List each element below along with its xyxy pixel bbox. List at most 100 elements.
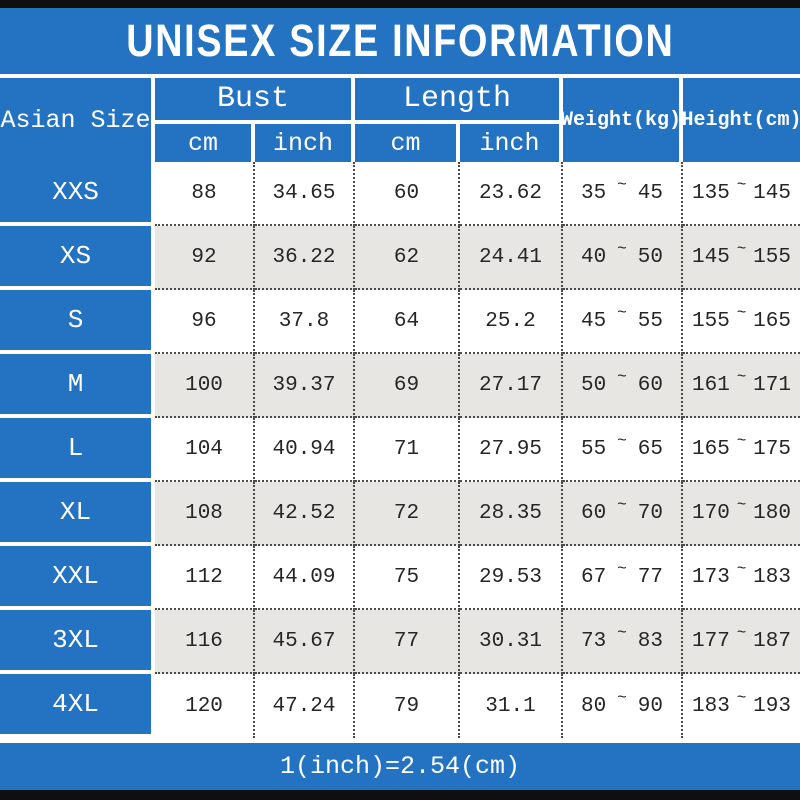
height-min: 183 — [692, 694, 730, 718]
weight-range-cell: 50 ~ 60 — [563, 354, 683, 418]
weight-max: 60 — [637, 373, 663, 397]
top-black-bar — [0, 0, 800, 8]
length-cm-cell: 60 — [355, 162, 460, 226]
bust-cm-cell: 96 — [155, 290, 255, 354]
tilde-symbol: ~ — [617, 176, 627, 194]
height-min: 177 — [692, 629, 730, 653]
weight-max: 70 — [637, 501, 663, 525]
bust-cm-cell: 92 — [155, 226, 255, 290]
table-row: XL 108 42.52 72 28.35 60 ~ 70 170 ~ 180 — [0, 482, 800, 546]
height-max: 193 — [753, 694, 791, 718]
tilde-symbol: ~ — [617, 432, 627, 450]
table-row: 4XL 120 47.24 79 31.1 80 ~ 90 183 ~ 193 — [0, 674, 800, 738]
size-label-cell: L — [0, 418, 155, 482]
tilde-symbol: ~ — [736, 304, 747, 322]
height-max: 180 — [753, 501, 791, 525]
weight-max: 90 — [637, 694, 663, 718]
tilde-symbol: ~ — [736, 368, 747, 386]
size-label-cell: XL — [0, 482, 155, 546]
height-range-cell: 170 ~ 180 — [683, 482, 800, 546]
bust-cm-cell: 88 — [155, 162, 255, 226]
height-max: 165 — [753, 309, 791, 333]
height-min: 170 — [692, 501, 730, 525]
tilde-symbol: ~ — [736, 432, 747, 450]
bust-inch-cell: 44.09 — [255, 546, 355, 610]
height-min: 165 — [692, 437, 730, 461]
length-inch-cell: 24.41 — [460, 226, 563, 290]
tilde-symbol: ~ — [617, 496, 627, 514]
height-min: 155 — [692, 309, 730, 333]
height-range-cell: 177 ~ 187 — [683, 610, 800, 674]
weight-max: 83 — [637, 629, 663, 653]
length-inch-cell: 25.2 — [460, 290, 563, 354]
length-inch-cell: 30.31 — [460, 610, 563, 674]
table-row: 3XL 116 45.67 77 30.31 73 ~ 83 177 ~ 187 — [0, 610, 800, 674]
length-inch-cell: 27.95 — [460, 418, 563, 482]
conversion-note: 1(inch)=2.54(cm) — [279, 752, 521, 781]
tilde-symbol: ~ — [617, 240, 627, 258]
height-range-cell: 161 ~ 171 — [683, 354, 800, 418]
weight-min: 73 — [581, 629, 607, 653]
table-row: XS 92 36.22 62 24.41 40 ~ 50 145 ~ 155 — [0, 226, 800, 290]
table-body: XXS 88 34.65 60 23.62 35 ~ 45 135 ~ 145 … — [0, 162, 800, 738]
header-bust-cm: cm — [155, 124, 255, 162]
weight-max: 50 — [637, 245, 663, 269]
bust-inch-cell: 37.8 — [255, 290, 355, 354]
height-min: 135 — [692, 181, 730, 205]
weight-range-cell: 80 ~ 90 — [563, 674, 683, 738]
table-row: L 104 40.94 71 27.95 55 ~ 65 165 ~ 175 — [0, 418, 800, 482]
height-range-cell: 165 ~ 175 — [683, 418, 800, 482]
length-cm-cell: 71 — [355, 418, 460, 482]
bust-inch-cell: 45.67 — [255, 610, 355, 674]
header-length-cm: cm — [355, 124, 460, 162]
height-max: 155 — [753, 245, 791, 269]
weight-min: 55 — [581, 437, 607, 461]
tilde-symbol: ~ — [617, 304, 627, 322]
weight-min: 45 — [581, 309, 607, 333]
height-max: 183 — [753, 565, 791, 589]
weight-range-cell: 60 ~ 70 — [563, 482, 683, 546]
height-max: 175 — [753, 437, 791, 461]
weight-range-cell: 55 ~ 65 — [563, 418, 683, 482]
length-cm-cell: 72 — [355, 482, 460, 546]
table-row: M 100 39.37 69 27.17 50 ~ 60 161 ~ 171 — [0, 354, 800, 418]
weight-min: 50 — [581, 373, 607, 397]
header-weight: Weight(kg) — [561, 78, 683, 162]
height-min: 173 — [692, 565, 730, 589]
table-row: XXL 112 44.09 75 29.53 67 ~ 77 173 ~ 183 — [0, 546, 800, 610]
length-inch-cell: 28.35 — [460, 482, 563, 546]
height-range-cell: 173 ~ 183 — [683, 546, 800, 610]
length-inch-cell: 31.1 — [460, 674, 563, 738]
weight-max: 45 — [637, 181, 663, 205]
header-height: Height(cm) — [681, 78, 800, 162]
tilde-symbol: ~ — [617, 624, 627, 642]
tilde-symbol: ~ — [736, 560, 747, 578]
weight-range-cell: 35 ~ 45 — [563, 162, 683, 226]
length-cm-cell: 69 — [355, 354, 460, 418]
length-cm-cell: 62 — [355, 226, 460, 290]
height-min: 161 — [692, 373, 730, 397]
length-cm-cell: 79 — [355, 674, 460, 738]
weight-min: 40 — [581, 245, 607, 269]
title-bar: UNISEX SIZE INFORMATION — [0, 8, 800, 74]
header-bust-inch: inch — [255, 124, 355, 162]
tilde-symbol: ~ — [736, 240, 747, 258]
weight-min: 80 — [581, 694, 607, 718]
tilde-symbol: ~ — [736, 689, 747, 707]
length-inch-cell: 23.62 — [460, 162, 563, 226]
height-max: 145 — [753, 181, 791, 205]
bust-inch-cell: 39.37 — [255, 354, 355, 418]
size-label-cell: M — [0, 354, 155, 418]
header-asian-size: Asian Size — [0, 78, 155, 162]
bust-inch-cell: 47.24 — [255, 674, 355, 738]
tilde-symbol: ~ — [736, 496, 747, 514]
tilde-symbol: ~ — [617, 560, 627, 578]
length-inch-cell: 29.53 — [460, 546, 563, 610]
length-cm-cell: 75 — [355, 546, 460, 610]
weight-range-cell: 73 ~ 83 — [563, 610, 683, 674]
header-bust-group: Bust — [155, 78, 355, 124]
height-range-cell: 183 ~ 193 — [683, 674, 800, 738]
size-label-cell: XXL — [0, 546, 155, 610]
weight-max: 77 — [637, 565, 663, 589]
